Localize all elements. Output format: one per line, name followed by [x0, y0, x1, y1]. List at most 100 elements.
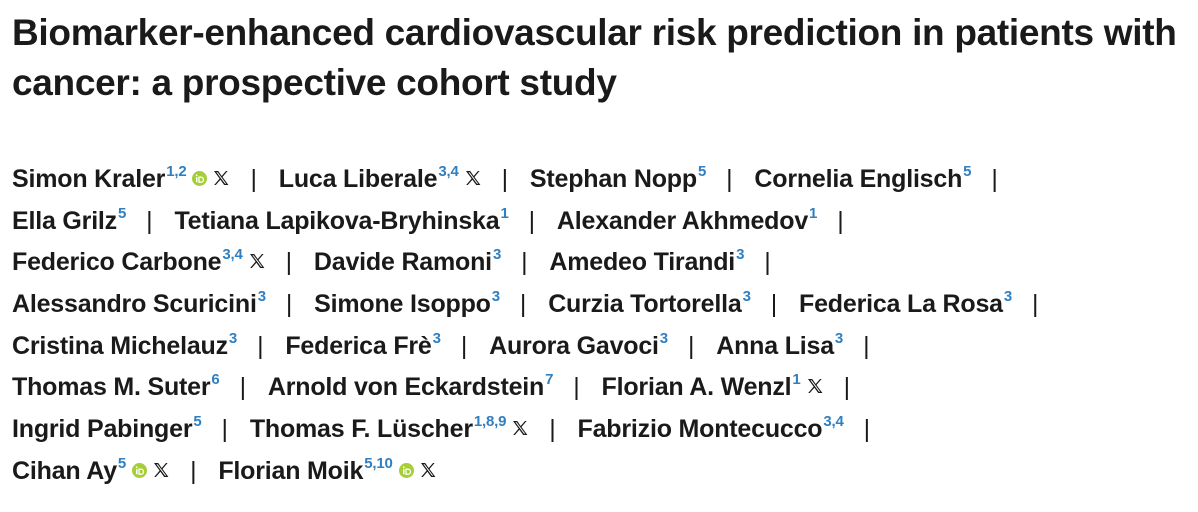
affiliation-ref[interactable]: 1,2 — [166, 163, 186, 180]
author-name: Thomas F. Lüscher — [250, 415, 473, 443]
author-separator: | — [837, 201, 843, 243]
author-separator: | — [991, 159, 997, 201]
x-social-icon[interactable] — [511, 409, 529, 427]
author-name: Stephan Nopp — [530, 165, 697, 193]
author-name: Arnold von Eckardstein — [268, 373, 544, 401]
author-name: Alexander Akhmedov — [557, 207, 808, 235]
author-name: Federico Carbone — [12, 248, 221, 276]
x-social-icon[interactable] — [806, 367, 824, 385]
affiliation-ref[interactable]: 7 — [545, 371, 553, 388]
author-line-3: Federico Carbone3,4 | Davide Ramoni3 | Amede… — [12, 242, 1192, 284]
author[interactable]: Florian A. Wenzl1 — [602, 373, 824, 401]
author-line-6: Thomas M. Suter6 | Arnold von Eckardstein7… — [12, 367, 1192, 409]
author-name: Fabrizio Montecucco — [578, 415, 823, 443]
author-separator: | — [257, 326, 263, 368]
author-line-2: Ella Grilz5 | Tetiana Lapikova-Bryhinska1 |… — [12, 201, 1192, 243]
author[interactable]: Federico Carbone3,4 — [12, 248, 266, 276]
author[interactable]: Luca Liberale3,4 — [279, 165, 482, 193]
affiliation-ref[interactable]: 3 — [736, 246, 744, 263]
author-separator: | — [726, 159, 732, 201]
affiliation-ref[interactable]: 1 — [809, 205, 817, 222]
affiliation-ref[interactable]: 5 — [963, 163, 971, 180]
author-name: Davide Ramoni — [314, 248, 492, 276]
author-separator: | — [771, 284, 777, 326]
author[interactable]: Federica Frè3 — [285, 332, 440, 360]
author[interactable]: Cristina Michelauz3 — [12, 332, 237, 360]
author-name: Amedeo Tirandi — [549, 248, 735, 276]
x-social-icon[interactable] — [212, 159, 230, 177]
x-social-icon[interactable] — [248, 242, 266, 260]
author-separator: | — [286, 284, 292, 326]
affiliation-ref[interactable]: 5 — [193, 413, 201, 430]
author[interactable]: Amedeo Tirandi3 — [549, 248, 744, 276]
author-line-1: Simon Kraler1,2 | Luca Liberale3,4 | Stephan… — [12, 159, 1192, 201]
author[interactable]: Arnold von Eckardstein7 — [268, 373, 553, 401]
author[interactable]: Curzia Tortorella3 — [548, 290, 751, 318]
author[interactable]: Ingrid Pabinger5 — [12, 415, 202, 443]
author-separator: | — [190, 451, 196, 493]
article-title: Biomarker-enhanced cardiovascular risk p… — [12, 8, 1192, 108]
affiliation-ref[interactable]: 3 — [743, 288, 751, 305]
author-name: Thomas M. Suter — [12, 373, 210, 401]
author[interactable]: Florian Moik5,10 — [218, 457, 436, 485]
author-name: Cristina Michelauz — [12, 332, 228, 360]
affiliation-ref[interactable]: 1 — [792, 371, 800, 388]
author[interactable]: Thomas M. Suter6 — [12, 373, 220, 401]
author-separator: | — [549, 409, 555, 451]
author-name: Aurora Gavoci — [489, 332, 659, 360]
affiliation-ref[interactable]: 6 — [211, 371, 219, 388]
orcid-icon[interactable] — [399, 463, 414, 478]
affiliation-ref[interactable]: 3 — [1004, 288, 1012, 305]
affiliation-ref[interactable]: 3 — [835, 330, 843, 347]
author[interactable]: Anna Lisa3 — [716, 332, 843, 360]
author[interactable]: Cihan Ay5 — [12, 457, 170, 485]
author-list: Simon Kraler1,2 | Luca Liberale3,4 | Stephan… — [12, 159, 1192, 493]
affiliation-ref[interactable]: 3,4 — [438, 163, 458, 180]
affiliation-ref[interactable]: 3 — [492, 288, 500, 305]
author[interactable]: Simon Kraler1,2 — [12, 165, 230, 193]
author[interactable]: Ella Grilz5 — [12, 207, 126, 235]
author-separator: | — [573, 367, 579, 409]
affiliation-ref[interactable]: 5 — [118, 455, 126, 472]
affiliation-ref[interactable]: 3 — [229, 330, 237, 347]
x-social-icon[interactable] — [152, 451, 170, 469]
author-name: Anna Lisa — [716, 332, 834, 360]
affiliation-ref[interactable]: 5,10 — [364, 455, 392, 472]
author-separator: | — [764, 242, 770, 284]
orcid-icon[interactable] — [192, 171, 207, 186]
author-name: Curzia Tortorella — [548, 290, 741, 318]
affiliation-ref[interactable]: 3,4 — [222, 246, 242, 263]
affiliation-ref[interactable]: 1 — [500, 205, 508, 222]
author[interactable]: Cornelia Englisch5 — [754, 165, 971, 193]
orcid-icon[interactable] — [132, 463, 147, 478]
author-name: Cornelia Englisch — [754, 165, 962, 193]
author[interactable]: Alessandro Scuricini3 — [12, 290, 266, 318]
affiliation-ref[interactable]: 3 — [258, 288, 266, 305]
affiliation-ref[interactable]: 5 — [118, 205, 126, 222]
author-line-5: Cristina Michelauz3 | Federica Frè3 | Aurora… — [12, 326, 1192, 368]
author[interactable]: Thomas F. Lüscher1,8,9 — [250, 415, 529, 443]
author[interactable]: Simone Isoppo3 — [314, 290, 500, 318]
affiliation-ref[interactable]: 3,4 — [823, 413, 843, 430]
affiliation-ref[interactable]: 3 — [493, 246, 501, 263]
affiliation-ref[interactable]: 5 — [698, 163, 706, 180]
x-social-icon[interactable] — [464, 159, 482, 177]
author[interactable]: Aurora Gavoci3 — [489, 332, 668, 360]
author-name: Federica La Rosa — [799, 290, 1003, 318]
affiliation-ref[interactable]: 3 — [433, 330, 441, 347]
x-social-icon[interactable] — [419, 451, 437, 469]
author[interactable]: Stephan Nopp5 — [530, 165, 706, 193]
author[interactable]: Fabrizio Montecucco3,4 — [578, 415, 844, 443]
affiliation-ref[interactable]: 3 — [660, 330, 668, 347]
author-separator: | — [250, 159, 256, 201]
affiliation-ref[interactable]: 1,8,9 — [474, 413, 506, 430]
author[interactable]: Federica La Rosa3 — [799, 290, 1012, 318]
author-separator: | — [520, 284, 526, 326]
author[interactable]: Davide Ramoni3 — [314, 248, 501, 276]
author-separator: | — [529, 201, 535, 243]
author[interactable]: Tetiana Lapikova-Bryhinska1 — [174, 207, 508, 235]
author-name: Alessandro Scuricini — [12, 290, 257, 318]
author-separator: | — [286, 242, 292, 284]
author[interactable]: Alexander Akhmedov1 — [557, 207, 817, 235]
author-name: Florian A. Wenzl — [602, 373, 792, 401]
